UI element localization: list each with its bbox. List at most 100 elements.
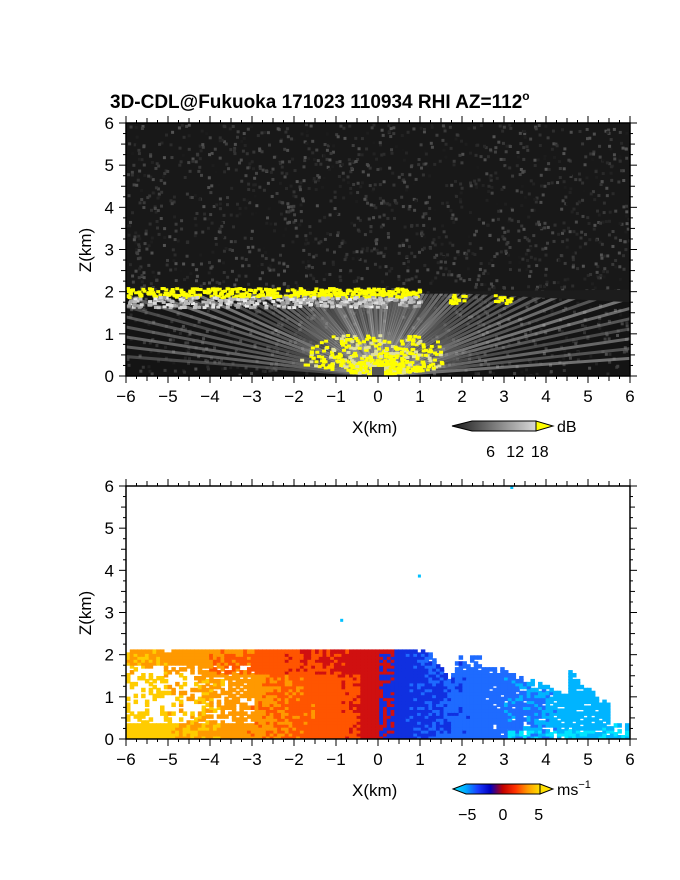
noise-speckle [605,186,609,190]
noise-speckle [560,285,564,289]
noise-speckle [486,312,490,316]
noise-speckle [254,211,258,215]
noise-speckle [618,159,622,163]
near-radar-echo [392,369,397,373]
noise-speckle [267,143,271,147]
cloud-base-echo [151,292,156,296]
noise-speckle [306,288,310,292]
noise-speckle [302,179,306,183]
velocity-cell [129,661,135,666]
sub-cloud-echo [204,300,209,304]
sub-cloud-echo [245,302,250,306]
noise-speckle [483,269,487,273]
noise-speckle [574,220,578,224]
noise-speckle [404,204,408,208]
cloud-base-echo [191,291,196,295]
cloud-base-echo [399,295,404,299]
noise-speckle [478,357,482,361]
noise-speckle [558,328,562,332]
near-radar-echo [309,354,314,358]
noise-speckle [422,128,426,132]
near-radar-echo [322,360,327,364]
sub-cloud-echo [233,297,238,301]
sub-cloud-echo [242,299,247,303]
noise-speckle [187,123,191,127]
noise-speckle [492,371,496,375]
sub-cloud-echo [212,296,217,300]
noise-speckle [331,165,335,169]
yellow-patch-echo [462,299,467,303]
noise-speckle [339,269,343,273]
noise-speckle [286,202,290,206]
noise-speckle [258,185,262,189]
noise-speckle [290,137,294,141]
velocity-cell [178,690,184,696]
noise-speckle [291,157,295,161]
noise-speckle [421,215,425,219]
noise-speckle [409,165,413,169]
noise-speckle [586,336,590,340]
velocity-cell [129,670,135,675]
cloud-base-echo [191,289,196,293]
noise-speckle [586,274,590,278]
near-radar-echo [371,336,376,340]
reflectivity-beam [377,356,630,376]
noise-speckle [222,249,226,253]
noise-speckle [521,170,525,174]
near-radar-echo [388,370,393,374]
velocity-cell [175,670,180,675]
near-radar-echo [375,359,380,363]
noise-speckle [183,370,187,374]
cloud-base-echo [381,287,386,291]
noise-speckle [420,230,424,234]
sub-cloud-echo [303,295,308,299]
noise-speckle [594,170,598,174]
cloud-base-echo [413,292,418,296]
velocity-cell [148,655,154,660]
velocity-cell [129,684,135,690]
noise-speckle [412,182,416,186]
sub-cloud-echo [236,298,241,302]
noise-speckle [604,311,608,315]
noise-speckle [539,200,543,204]
noise-speckle [483,283,487,287]
noise-speckle [621,146,625,150]
noise-speckle [236,130,240,134]
velocity-cell [141,675,146,681]
sub-cloud-echo [164,296,169,300]
noise-speckle [585,176,589,180]
db-colorbar-max-arrow [535,420,555,432]
noise-speckle [315,204,319,208]
near-radar-echo [309,351,314,355]
noise-speckle [534,127,538,131]
noise-speckle [198,198,202,202]
noise-speckle [527,264,531,268]
cloud-base-echo [329,294,334,298]
noise-speckle [465,256,469,260]
noise-speckle [365,249,369,253]
noise-speckle [323,237,327,241]
noise-speckle [504,251,508,255]
noise-speckle [136,257,140,261]
noise-speckle [263,369,267,373]
noise-speckle [311,151,315,155]
velocity-cell [160,726,165,731]
noise-speckle [518,131,522,135]
noise-speckle [138,169,142,173]
noise-speckle [404,188,408,192]
noise-speckle [191,263,195,267]
noise-speckle [250,321,254,325]
cloud-base-echo [287,295,292,299]
noise-speckle [387,130,391,134]
near-radar-echo [352,347,357,351]
noise-speckle [317,175,321,179]
sub-cloud-echo [325,296,330,300]
near-radar-echo [352,335,357,339]
noise-speckle [537,220,541,224]
noise-speckle [352,250,356,254]
noise-speckle [423,235,427,239]
cloud-base-echo [400,293,405,297]
noise-speckle [572,263,576,267]
cloud-base-echo [220,296,225,300]
noise-speckle [337,212,341,216]
